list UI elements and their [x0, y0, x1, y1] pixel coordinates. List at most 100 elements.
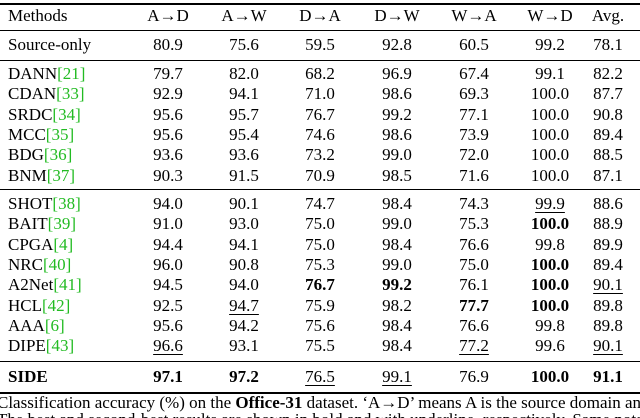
caption-line: Classification accuracy (%) on the Offic… — [0, 393, 640, 413]
value-cell: 99.0 — [382, 214, 412, 234]
value-cell: 77.7 — [459, 295, 489, 315]
method-cell: DIPE[43] — [8, 336, 74, 356]
value-cell: 99.2 — [535, 35, 565, 54]
value-cell: 89.8 — [593, 315, 623, 335]
value-cell: 74.3 — [459, 194, 489, 213]
value-cell: 76.5 — [305, 367, 335, 386]
header-cell: Methods — [8, 6, 68, 25]
method-name: CDAN — [8, 84, 57, 104]
value-cell: 92.8 — [382, 35, 412, 54]
value-cell: 60.5 — [459, 35, 489, 54]
method-name: SIDE — [8, 367, 48, 386]
value-cell: 91.1 — [593, 367, 623, 386]
value-cell: 73.9 — [459, 124, 489, 144]
method-name: SHOT — [8, 194, 53, 213]
value-cell: 96.0 — [153, 254, 183, 274]
value-cell: 75.3 — [459, 214, 489, 234]
header-cell: W→A — [451, 6, 497, 25]
value-cell: 67.4 — [459, 64, 489, 83]
caption-bold: Office-31 — [235, 393, 303, 412]
method-name: A2Net — [8, 275, 54, 295]
rule — [0, 361, 640, 362]
value-cell: 94.2 — [229, 315, 259, 335]
method-cell: SHOT[38] — [8, 194, 81, 214]
method-cell: CDAN[33] — [8, 84, 85, 104]
value-cell: 75.9 — [305, 295, 335, 315]
method-cell: AAA[6] — [8, 316, 65, 336]
method-name: MCC — [8, 124, 46, 144]
value-cell: 100.0 — [530, 214, 570, 234]
value-cell: 69.3 — [459, 84, 489, 104]
value-cell: 90.1 — [593, 336, 623, 356]
value-cell: 99.1 — [382, 367, 412, 386]
header-cell: D→A — [299, 6, 341, 25]
method-cell: BAIT[39] — [8, 214, 76, 234]
value-cell: 99.6 — [535, 336, 565, 356]
value-cell: 77.2 — [459, 336, 489, 356]
value-cell: 100.0 — [530, 367, 570, 386]
value-cell: 87.7 — [593, 84, 623, 104]
value-cell: 91.0 — [153, 214, 183, 234]
value-cell: 100.0 — [530, 104, 570, 124]
value-cell: 78.1 — [593, 35, 623, 54]
method-cell: HCL[42] — [8, 296, 70, 316]
citation: [40] — [42, 254, 72, 274]
method-cell: BDG[36] — [8, 145, 72, 165]
method-name: Source-only — [8, 35, 92, 54]
value-cell: 82.0 — [229, 64, 259, 83]
value-cell: 98.4 — [382, 234, 412, 254]
value-cell: 95.6 — [153, 104, 183, 124]
citation: [43] — [45, 336, 75, 356]
value-cell: 73.2 — [305, 145, 335, 165]
method-cell: SRDC[34] — [8, 105, 81, 125]
value-cell: 75.0 — [305, 214, 335, 234]
citation: [42] — [42, 295, 71, 315]
method-name: HCL — [8, 295, 42, 315]
value-cell: 89.8 — [593, 295, 623, 315]
method-name: DANN — [8, 64, 58, 83]
value-cell: 92.9 — [153, 84, 183, 104]
value-cell: 98.2 — [382, 295, 412, 315]
citation: [35] — [45, 124, 75, 144]
header-cell: A→W — [221, 6, 267, 25]
value-cell: 100.0 — [530, 275, 570, 295]
value-cell: 98.4 — [382, 315, 412, 335]
value-cell: 95.4 — [229, 124, 259, 144]
value-cell: 89.4 — [593, 124, 623, 144]
value-cell: 94.0 — [229, 275, 259, 295]
method-name: NRC — [8, 254, 43, 274]
value-cell: 88.5 — [593, 145, 623, 165]
value-cell: 76.9 — [459, 367, 489, 386]
value-cell: 96.6 — [153, 336, 183, 356]
value-cell: 95.6 — [153, 124, 183, 144]
value-cell: 94.1 — [229, 84, 259, 104]
value-cell: 93.6 — [153, 145, 183, 165]
rule — [0, 189, 640, 190]
value-cell: 97.1 — [153, 367, 183, 386]
value-cell: 68.2 — [305, 64, 335, 83]
header-cell: D→W — [374, 6, 420, 25]
header-cell: A→D — [147, 6, 189, 25]
value-cell: 99.9 — [535, 194, 565, 213]
value-cell: 76.7 — [305, 104, 335, 124]
value-cell: 94.4 — [153, 234, 183, 254]
method-name: BAIT — [8, 214, 48, 234]
value-cell: 94.0 — [153, 194, 183, 213]
value-cell: 98.4 — [382, 336, 412, 356]
caption-line: The best and second-best results are sho… — [0, 410, 640, 418]
citation: [4] — [53, 234, 74, 254]
value-cell: 75.0 — [459, 254, 489, 274]
value-cell: 74.7 — [305, 194, 335, 213]
method-cell: CPGA[4] — [8, 235, 73, 255]
value-cell: 93.0 — [229, 214, 259, 234]
value-cell: 95.6 — [153, 315, 183, 335]
value-cell: 88.6 — [593, 194, 623, 213]
citation: [33] — [56, 84, 85, 104]
value-cell: 77.1 — [459, 104, 489, 124]
value-cell: 99.2 — [382, 104, 412, 124]
citation: [37] — [46, 165, 76, 185]
top-rule — [0, 3, 640, 5]
value-cell: 95.7 — [229, 104, 259, 124]
citation: [41] — [53, 275, 82, 295]
